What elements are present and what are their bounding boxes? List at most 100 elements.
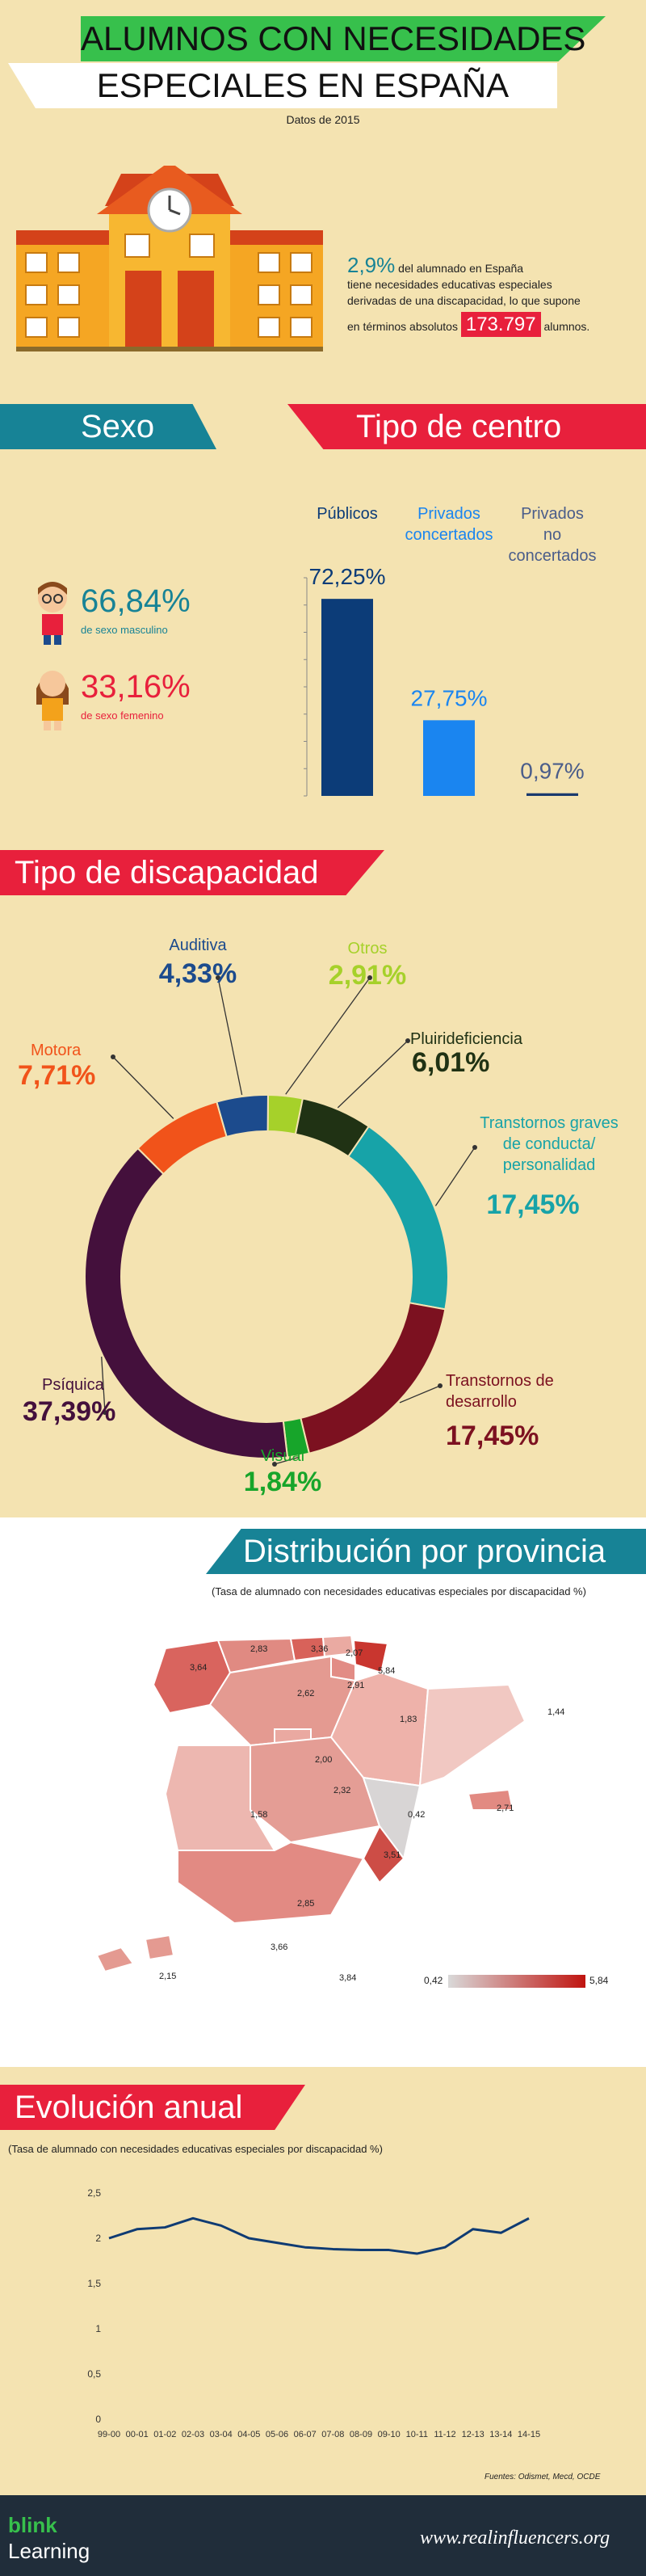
donut-slice-3 [300,1302,447,1454]
female-label: de sexo femenino [81,709,164,722]
evolucion-banner: Evolución anual [0,2085,305,2130]
line-x-tick-label: 09-10 [378,2430,401,2439]
map-value-label: 2,91 [347,1681,365,1690]
provincia-subtitle: (Tasa de alumnado con necesidades educat… [212,1585,586,1597]
line-x-tick-label: 99-00 [98,2430,120,2439]
footer-url[interactable]: www.realinfluencers.org [420,2528,610,2549]
donut-slice-7 [216,1094,269,1139]
donut-value-label: 37,39% [23,1396,115,1427]
donut-connector [274,1456,300,1465]
donut-value-label: 7,71% [18,1060,95,1091]
map-value-label: 3,51 [384,1850,401,1860]
tipo-centro-banner: Tipo de centro [287,404,646,449]
line-x-tick-label: 07-08 [321,2430,344,2439]
line-x-tick-label: 13-14 [489,2430,512,2439]
evolucion-subtitle: (Tasa de alumnado con necesidades educat… [8,2143,383,2155]
donut-connector-dot [438,1383,443,1388]
line-x-tick-label: 14-15 [518,2430,540,2439]
map-value-label: 3,36 [311,1644,329,1654]
brand-logo-line2: Learning [8,2539,90,2563]
donut-connector-dot [103,1410,107,1415]
line-y-tick-label: 2 [95,2233,101,2244]
donut-connector-dot [272,1462,277,1467]
region-murcia [362,1825,405,1884]
line-y-tick-label: 1 [95,2323,101,2334]
school-building-icon [16,166,323,351]
intro-text-2: tiene necesidades educativas especiales [347,278,552,291]
donut-value-label: 6,01% [412,1047,489,1078]
line-y-tick-label: 2,5 [87,2187,101,2199]
map-value-label: 3,84 [339,1973,357,1983]
bar-0 [321,599,373,796]
donut-connector [337,1040,409,1109]
boy-icon [38,582,67,645]
page-title-line1: ALUMNOS CON NECESIDADES [81,19,586,57]
line-y-tick-label: 0 [95,2414,101,2425]
region-cataluna [418,1683,526,1787]
title-band-white [8,63,557,108]
donut-value-label: 1,84% [244,1467,321,1497]
donut-value-label: 17,45% [446,1421,539,1451]
donut-slice-2 [346,1125,449,1311]
map-value-label: 2,71 [497,1804,514,1813]
map-color-legend [448,1975,585,1988]
donut-category-label: Auditiva [169,937,227,954]
intro-total: 173.797 [460,312,541,337]
sexo-banner: Sexo [0,404,216,449]
legend-max: 5,84 [589,1975,609,1986]
intro-text-1: del alumnado en España [395,262,524,275]
donut-connector [217,977,243,1096]
intro-text-4b: alumnos. [543,320,590,333]
spain-choropleth-map [95,1634,526,1972]
map-value-label: 2,00 [315,1755,333,1765]
donut-category-label: Visual [261,1447,304,1465]
bar-category-label: Privados concertados [405,505,493,544]
map-value-label: 2,62 [297,1689,315,1698]
donut-value-label: 2,91% [329,960,406,991]
donut-connector [285,977,371,1095]
brand-logo-line1: blink [8,2513,57,2537]
region-canarias [95,1934,175,1972]
bar-1 [423,720,475,796]
provincia-banner: Distribución por provincia [206,1529,646,1574]
page-title-line2: ESPECIALES EN ESPAÑA [96,66,510,104]
region-pais-vasco [321,1634,355,1658]
line-y-tick-label: 1,5 [87,2278,101,2289]
line-x-tick-label: 02-03 [182,2430,204,2439]
legend-min: 0,42 [424,1975,443,1986]
line-x-tick-label: 00-01 [126,2430,149,2439]
intro-text-3: derivadas de una discapacidad, lo que su… [347,294,581,307]
girl-icon [36,671,69,730]
bar-category-label: Privados no concertados [509,505,597,565]
map-value-label: 2,15 [159,1972,177,1981]
donut-value-label: 4,33% [159,958,237,989]
bar-category-label: Públicos [317,505,378,523]
line-y-tick-label: 0,5 [87,2368,101,2380]
donut-value-label: 17,45% [486,1189,579,1220]
donut-connector [112,1056,174,1119]
donut-connector [434,1147,476,1206]
bar-value-label: 27,75% [411,685,488,710]
map-value-label: 2,07 [346,1648,363,1658]
line-x-tick-label: 05-06 [266,2430,288,2439]
line-x-tick-label: 08-09 [350,2430,372,2439]
donut-category-label: Psíquica [42,1376,105,1394]
line-x-tick-label: 11-12 [434,2430,455,2439]
line-x-tick-label: 01-02 [153,2430,176,2439]
line-x-tick-label: 10-11 [406,2430,428,2439]
donut-category-label: Transtornos de desarrollo [446,1372,554,1411]
female-percent: 33,16% [81,669,191,705]
intro-text-4a: en términos absolutos [347,320,458,333]
map-value-label: 1,44 [547,1707,565,1717]
title-band-green [81,16,606,61]
donut-connector [101,1356,106,1413]
donut-connector-dot [111,1054,115,1059]
male-percent: 66,84% [81,583,191,619]
donut-slice-5 [84,1147,289,1459]
map-value-label: 1,58 [250,1810,268,1820]
donut-category-label: Otros [348,940,388,958]
map-value-label: 3,66 [271,1943,288,1952]
map-value-label: 2,85 [297,1899,315,1909]
bar-value-label: 0,97% [520,759,584,784]
map-value-label: 0,42 [408,1810,426,1820]
